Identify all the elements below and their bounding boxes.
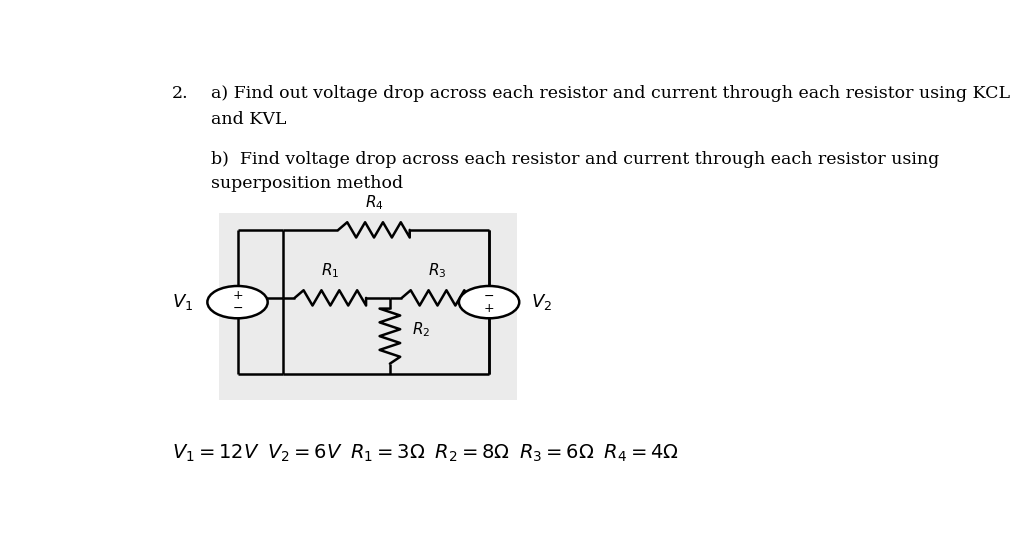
Text: and KVL: and KVL [211,111,287,128]
Text: a) Find out voltage drop across each resistor and current through each resistor : a) Find out voltage drop across each res… [211,86,1011,102]
Bar [219,213,517,400]
Text: $R_1$: $R_1$ [322,261,340,280]
Text: $V_1$: $V_1$ [172,292,194,312]
Text: $V_1 = 12V\;\; V_2 = 6V\;\; R_1 = 3\Omega\;\; R_2 = 8\Omega\;\; R_3 = 6\Omega\;\: $V_1 = 12V\;\; V_2 = 6V\;\; R_1 = 3\Omeg… [172,442,679,464]
Text: b)  Find voltage drop across each resistor and current through each resistor usi: b) Find voltage drop across each resisto… [211,151,940,168]
Text: $R_2$: $R_2$ [412,320,430,339]
Text: +: + [232,289,243,302]
Text: +: + [483,302,495,315]
Text: 2.: 2. [172,86,188,102]
Text: −: − [232,302,243,315]
Circle shape [459,286,519,319]
Text: −: − [483,289,495,302]
Text: superposition method: superposition method [211,174,403,192]
Text: $R_4$: $R_4$ [365,193,383,212]
Text: $R_3$: $R_3$ [428,261,446,280]
Circle shape [207,286,267,319]
Text: $V_2$: $V_2$ [531,292,552,312]
